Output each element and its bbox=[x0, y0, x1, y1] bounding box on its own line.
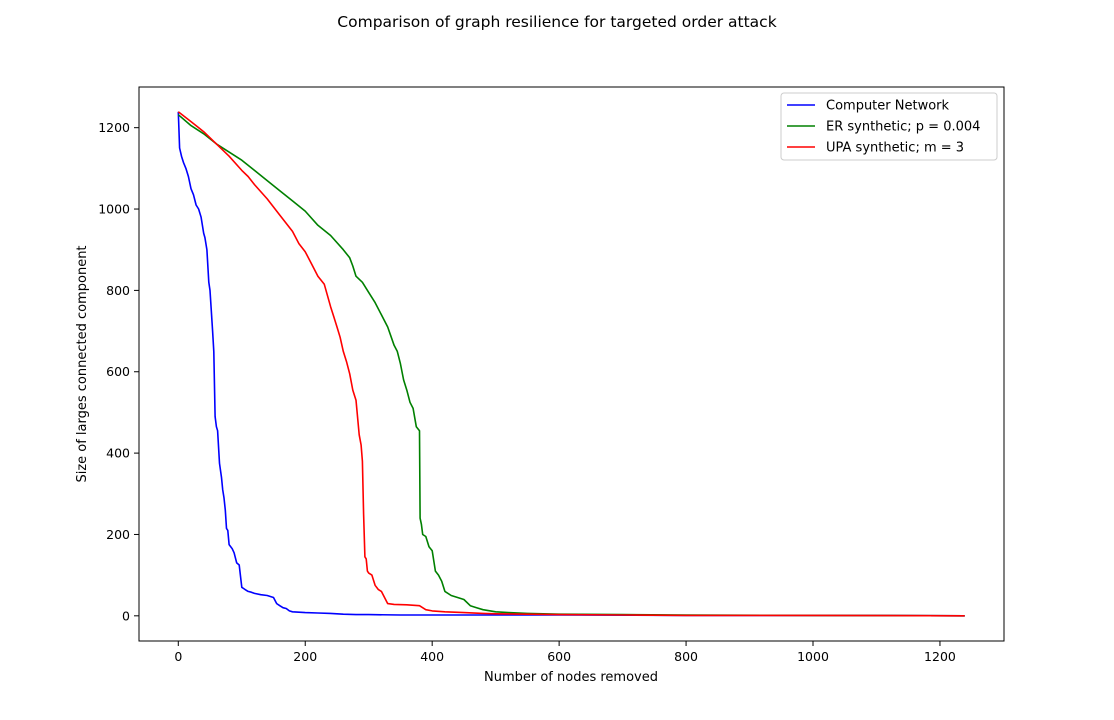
y-tick-label: 600 bbox=[106, 364, 130, 379]
y-axis-label: Size of larges connected component bbox=[75, 245, 90, 482]
y-axis: 0 200 400 600 800 1000 1200 bbox=[98, 120, 139, 623]
y-tick-label: 1000 bbox=[98, 202, 130, 217]
legend-label: UPA synthetic; m = 3 bbox=[826, 141, 964, 156]
series-layer bbox=[177, 111, 965, 617]
x-tick-label: 400 bbox=[420, 649, 444, 664]
series-line-1 bbox=[177, 114, 965, 617]
legend-label: Computer Network bbox=[826, 99, 950, 114]
y-tick-label: 0 bbox=[122, 608, 130, 623]
chart-title: Comparison of graph resilience for targe… bbox=[337, 13, 776, 31]
x-tick-label: 600 bbox=[547, 649, 571, 664]
y-tick-label: 800 bbox=[106, 283, 130, 298]
legend-box bbox=[780, 92, 998, 161]
x-axis-label: Number of nodes removed bbox=[484, 670, 658, 685]
plot-frame bbox=[138, 86, 1005, 642]
x-axis: 0 200 400 600 800 1000 1200 bbox=[174, 641, 956, 664]
legend: Computer Network ER synthetic; p = 0.004 U… bbox=[780, 92, 998, 161]
x-tick-label: 800 bbox=[674, 649, 698, 664]
y-tick-label: 400 bbox=[106, 446, 130, 461]
x-tick-label: 0 bbox=[174, 649, 182, 664]
x-tick-label: 1200 bbox=[924, 649, 956, 664]
y-tick-label: 200 bbox=[106, 527, 130, 542]
series-line-2 bbox=[177, 111, 965, 617]
legend-label: ER synthetic; p = 0.004 bbox=[826, 120, 980, 135]
x-tick-label: 200 bbox=[293, 649, 317, 664]
x-tick-label: 1000 bbox=[797, 649, 829, 664]
series-line-0 bbox=[177, 111, 965, 617]
y-tick-label: 1200 bbox=[98, 120, 130, 135]
